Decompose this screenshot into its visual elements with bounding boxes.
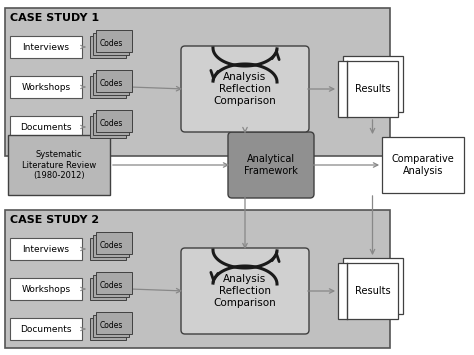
Bar [10, 76, 82, 98]
Bar [90, 76, 126, 98]
Text: CASE STUDY 1: CASE STUDY 1 [10, 13, 99, 23]
Bar [10, 36, 82, 58]
Text: Interviews: Interviews [22, 245, 70, 253]
Text: Codes: Codes [100, 322, 123, 331]
Text: CASE STUDY 2: CASE STUDY 2 [10, 215, 99, 225]
Bar [8, 135, 110, 195]
Text: Workshops: Workshops [21, 284, 71, 294]
Bar [96, 30, 132, 52]
FancyBboxPatch shape [228, 132, 314, 198]
Bar [96, 232, 132, 254]
Bar [338, 61, 398, 117]
Bar [90, 278, 126, 300]
Text: Results: Results [355, 84, 390, 94]
Text: Results: Results [355, 286, 390, 296]
Bar [93, 315, 129, 337]
Bar [5, 210, 390, 348]
Bar [90, 318, 126, 340]
Bar [96, 272, 132, 294]
Text: Codes: Codes [100, 282, 123, 290]
Bar [96, 110, 132, 132]
Text: Interviews: Interviews [22, 43, 70, 51]
Text: Documents: Documents [20, 122, 72, 131]
Bar [5, 8, 390, 156]
Text: Systematic
Literature Review
(1980-2012): Systematic Literature Review (1980-2012) [22, 150, 96, 180]
Bar [10, 116, 82, 138]
Text: Documents: Documents [20, 324, 72, 333]
Bar [93, 275, 129, 297]
Bar [96, 70, 132, 92]
Text: Analytical
Framework: Analytical Framework [244, 154, 298, 176]
Bar [93, 113, 129, 135]
Bar [90, 116, 126, 138]
Bar [343, 56, 403, 112]
Bar [90, 238, 126, 260]
Bar [93, 73, 129, 95]
FancyBboxPatch shape [181, 248, 309, 334]
Text: Codes: Codes [100, 39, 123, 49]
Bar [10, 318, 82, 340]
Text: Codes: Codes [100, 120, 123, 129]
Bar [343, 258, 403, 314]
Bar [10, 278, 82, 300]
Bar [96, 312, 132, 334]
Text: Comparative
Analysis: Comparative Analysis [392, 154, 455, 176]
FancyBboxPatch shape [181, 46, 309, 132]
Text: Analysis
Reflection
Comparison: Analysis Reflection Comparison [214, 274, 276, 307]
Bar [338, 263, 398, 319]
Bar [93, 235, 129, 257]
Bar [382, 137, 464, 193]
Text: Workshops: Workshops [21, 82, 71, 92]
Text: Codes: Codes [100, 80, 123, 88]
Bar [90, 36, 126, 58]
Text: Codes: Codes [100, 241, 123, 251]
Bar [93, 33, 129, 55]
Text: Analysis
Reflection
Comparison: Analysis Reflection Comparison [214, 72, 276, 105]
Bar [10, 238, 82, 260]
